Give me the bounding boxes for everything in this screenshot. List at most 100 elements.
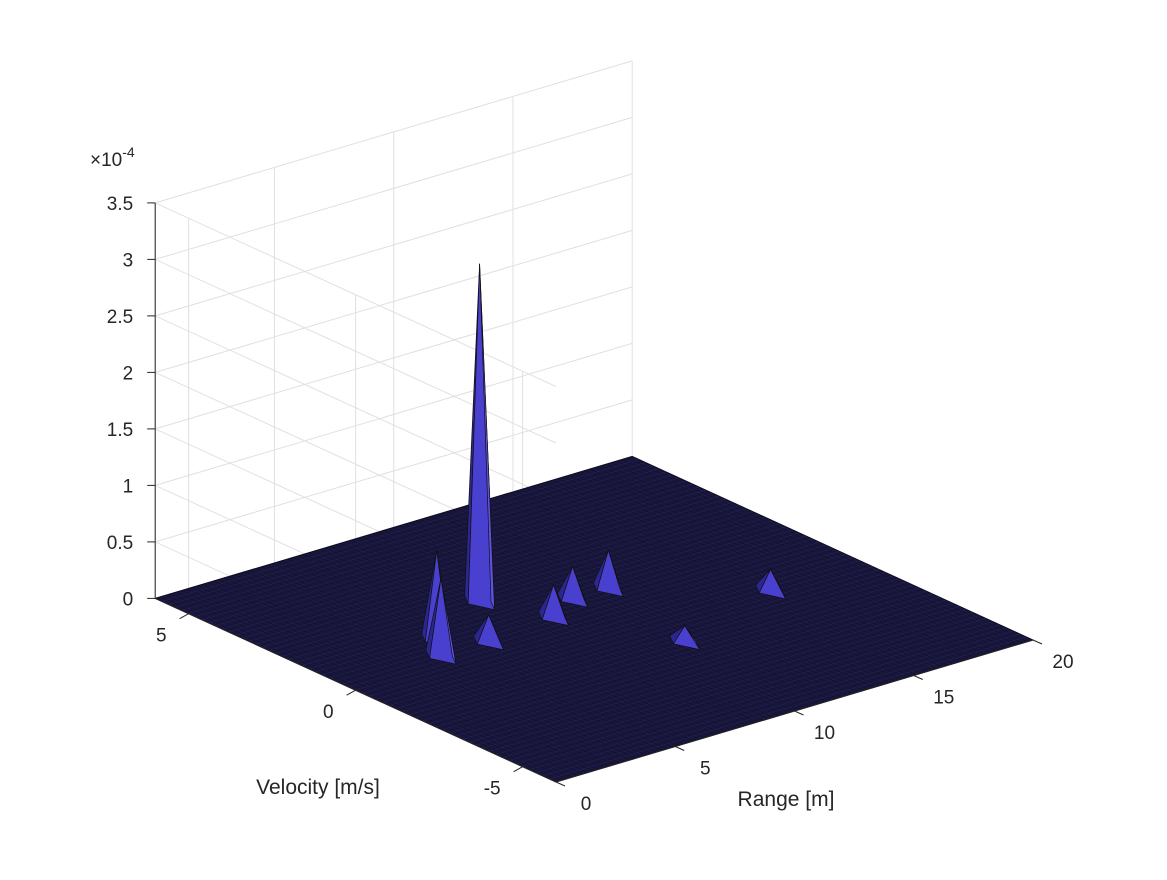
surface-mesh (153, 455, 1035, 783)
surface-mesh-line (303, 553, 705, 739)
surface-mesh-line (478, 501, 880, 687)
surface-mesh-line (483, 500, 885, 685)
surface-mesh-line (393, 527, 795, 712)
surface-mesh-line (282, 560, 684, 745)
x-tick-mark (913, 675, 923, 680)
peaks-layer (421, 263, 787, 665)
surface-mesh-line (202, 583, 604, 769)
surface-mesh-line (319, 549, 721, 734)
surface-peak (669, 625, 701, 651)
surface-mesh-line (594, 467, 997, 652)
surface-mesh-line (467, 505, 869, 690)
surface-mesh-line (473, 503, 875, 688)
surface-mesh-line (541, 482, 944, 668)
surface-mesh-line (605, 464, 1007, 649)
surface-mesh-line (425, 517, 827, 702)
surface-peak (464, 263, 495, 611)
surface-mesh-line (563, 476, 965, 661)
z-tick-label: 0 (123, 589, 134, 610)
surface-mesh-line (335, 544, 737, 729)
x-tick-mark (555, 781, 566, 787)
surface-mesh-line (324, 547, 726, 732)
y-tick-mark (513, 766, 523, 773)
surface-mesh-line (430, 516, 832, 701)
z-multiplier: ×10-4 (90, 144, 135, 171)
surface-mesh-line (621, 459, 1023, 644)
surface-peak (557, 565, 589, 608)
z-tick-label: 2 (123, 363, 134, 384)
y-tick-label: 0 (323, 702, 334, 723)
z-multiplier-exponent: -4 (122, 144, 135, 160)
surface-mesh-line (308, 552, 710, 737)
surface-mesh-line (271, 563, 673, 748)
surface-mesh-line (446, 511, 848, 696)
surface-mesh-line (208, 582, 610, 767)
z-tick-label: 1.5 (107, 420, 133, 441)
peak-face (608, 549, 624, 597)
y-tick-mark (346, 689, 356, 696)
surface-mesh-line (573, 473, 975, 658)
surface-mesh-line (197, 585, 599, 770)
surface-mesh-line (494, 497, 896, 682)
surface-mesh-line (382, 530, 785, 715)
surface-mesh-line (276, 561, 679, 746)
surface-mesh-line (345, 541, 747, 726)
surface-mesh-line (377, 531, 779, 716)
surface-mesh-line (192, 587, 594, 772)
surface-mesh-line (329, 546, 732, 731)
z-tick-label: 0.5 (107, 533, 133, 554)
x-axis-label: Range [m] (738, 788, 835, 811)
y-tick-label: -5 (484, 779, 501, 800)
surface-mesh-line (266, 565, 668, 750)
surface-mesh-line (218, 579, 620, 764)
surface-mesh-line (292, 557, 694, 742)
surface-mesh-line (441, 512, 843, 698)
surface-mesh-line (584, 470, 986, 655)
surface-mesh-line (356, 538, 758, 723)
x-tick-mark (1032, 639, 1043, 645)
peak-face (440, 578, 457, 665)
surface-mesh-line (287, 558, 689, 743)
surface-mesh-line (170, 593, 573, 778)
surface-mesh-line (504, 494, 906, 679)
peak-face (553, 584, 569, 626)
z-tick-label: 2.5 (107, 307, 133, 328)
surface-mesh-line (600, 465, 1002, 650)
surface-mesh-line (176, 591, 578, 776)
peak-face (572, 566, 589, 608)
surface-mesh-line (213, 580, 615, 765)
svg-text:×10-4: ×10-4 (90, 144, 135, 171)
surface-mesh-line (451, 509, 853, 694)
surface-mesh-line (488, 498, 891, 683)
surface-mesh-line (526, 487, 928, 672)
z-tick-label: 3.5 (107, 194, 133, 215)
y-axis-label: Velocity [m/s] (256, 776, 380, 799)
x-tick-mark (675, 746, 685, 751)
surface-mesh-line (160, 596, 562, 781)
surface-mesh-line (165, 594, 567, 780)
z-tick-label: 1 (123, 476, 134, 497)
peak-face (770, 569, 786, 599)
surface-peak (473, 613, 505, 651)
surface-mesh-line (547, 481, 949, 666)
surface-mesh-line (457, 508, 859, 693)
surface-mesh-line (234, 574, 636, 759)
surface-mesh-line (616, 460, 1018, 645)
surface-peak (593, 548, 624, 598)
surface-mesh-line (361, 536, 763, 721)
surface-mesh-line (552, 479, 954, 664)
surface-mesh-line (610, 462, 1012, 647)
tick-labels: 0 5 10 15 20 5 0 -5 0 0.5 1 1.5 2 2.5 3 3.5 (107, 194, 1074, 815)
surface-mesh-line (186, 588, 588, 773)
peak-face (488, 614, 505, 651)
x-tick-label: 15 (933, 688, 954, 709)
surface-mesh-line (589, 468, 991, 653)
surface-mesh-line (531, 486, 933, 671)
surface-mesh-line (557, 478, 959, 663)
x-tick-mark (794, 710, 804, 716)
z-multiplier-base: ×10 (90, 150, 122, 171)
surface-mesh-line (340, 542, 742, 728)
surface-mesh-line (314, 550, 716, 735)
